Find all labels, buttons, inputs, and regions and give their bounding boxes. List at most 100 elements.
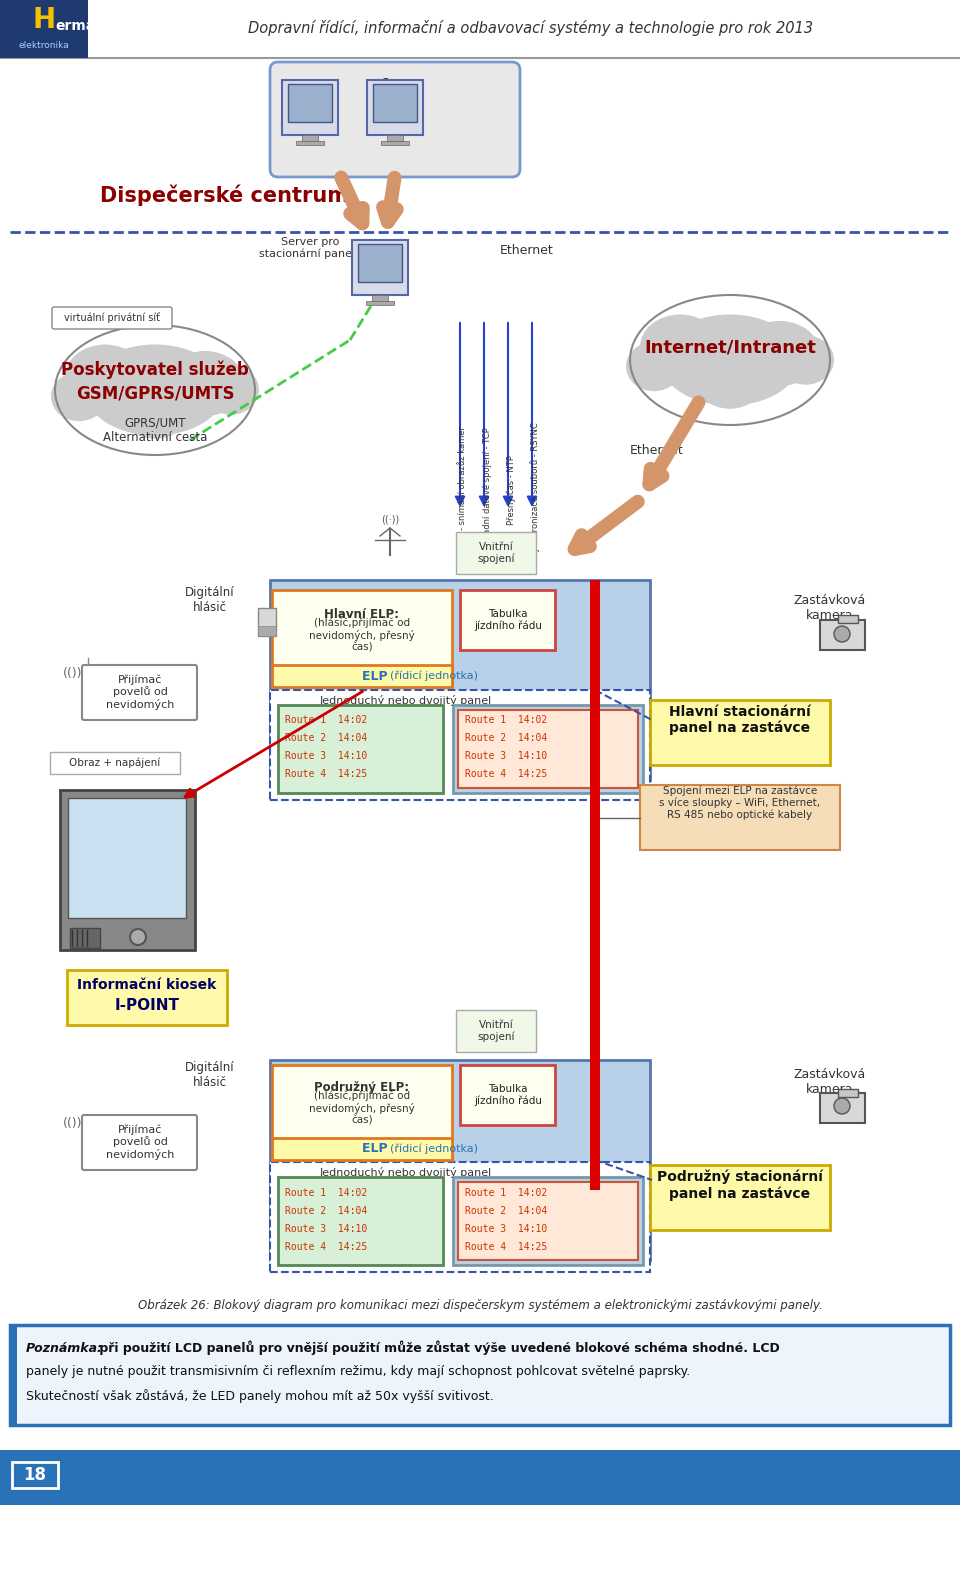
Ellipse shape bbox=[660, 314, 800, 406]
Text: Poskytovatel služeb: Poskytovatel služeb bbox=[61, 360, 249, 379]
FancyBboxPatch shape bbox=[456, 1011, 536, 1052]
Text: (hlásič,přijímač od
nevidomých, přesný
čas): (hlásič,přijímač od nevidomých, přesný č… bbox=[309, 1091, 415, 1126]
Text: erman: erman bbox=[55, 19, 106, 33]
FancyBboxPatch shape bbox=[68, 797, 186, 917]
FancyBboxPatch shape bbox=[278, 1176, 443, 1265]
Text: Dopravní řídící, informační a odbavovací systémy a technologie pro rok 2013: Dopravní řídící, informační a odbavovací… bbox=[248, 21, 812, 36]
FancyBboxPatch shape bbox=[456, 532, 536, 575]
Text: H: H bbox=[33, 6, 56, 35]
Text: ELP: ELP bbox=[362, 669, 392, 682]
FancyBboxPatch shape bbox=[270, 579, 650, 780]
Ellipse shape bbox=[640, 314, 720, 379]
Text: Synchronizace souborů - RSYNC: Synchronizace souborů - RSYNC bbox=[530, 423, 540, 557]
FancyBboxPatch shape bbox=[820, 621, 865, 651]
Text: Route 4  14:25: Route 4 14:25 bbox=[285, 769, 368, 778]
Text: 18: 18 bbox=[23, 1465, 46, 1484]
Text: Route 1  14:02: Route 1 14:02 bbox=[285, 715, 368, 725]
Ellipse shape bbox=[695, 351, 765, 409]
Text: LCD 12" +
touch screen: LCD 12" + touch screen bbox=[83, 856, 174, 884]
FancyBboxPatch shape bbox=[272, 665, 452, 687]
Text: Server
polohy
vozidel: Server polohy vozidel bbox=[380, 77, 420, 114]
FancyBboxPatch shape bbox=[366, 302, 394, 305]
Text: Jednoduchý nebo dvojitý panel: Jednoduchý nebo dvojitý panel bbox=[320, 1167, 492, 1178]
Text: Route 2  14:04: Route 2 14:04 bbox=[285, 1206, 368, 1216]
Ellipse shape bbox=[51, 371, 107, 422]
Text: Zastávková
kamera: Zastávková kamera bbox=[794, 594, 866, 622]
FancyBboxPatch shape bbox=[288, 84, 332, 122]
Text: Route 2  14:04: Route 2 14:04 bbox=[285, 733, 368, 744]
FancyBboxPatch shape bbox=[270, 1162, 650, 1273]
FancyBboxPatch shape bbox=[12, 1462, 58, 1487]
FancyBboxPatch shape bbox=[270, 62, 520, 177]
FancyBboxPatch shape bbox=[82, 1115, 197, 1170]
Text: (řídicí jednotka): (řídicí jednotka) bbox=[390, 1143, 478, 1154]
Text: Přesný čas - NTP: Přesný čas - NTP bbox=[506, 455, 516, 524]
FancyBboxPatch shape bbox=[270, 690, 650, 801]
FancyBboxPatch shape bbox=[460, 591, 555, 651]
Ellipse shape bbox=[740, 321, 820, 385]
Text: Vnitřní
spojení: Vnitřní spojení bbox=[477, 542, 515, 564]
FancyBboxPatch shape bbox=[50, 752, 180, 774]
FancyBboxPatch shape bbox=[453, 704, 643, 793]
FancyBboxPatch shape bbox=[10, 1325, 17, 1424]
FancyBboxPatch shape bbox=[381, 141, 409, 145]
FancyBboxPatch shape bbox=[650, 1165, 830, 1230]
Text: Digitální
hlásič: Digitální hlásič bbox=[185, 586, 235, 614]
Text: Jednoduchý nebo dvojitý panel: Jednoduchý nebo dvojitý panel bbox=[320, 695, 492, 706]
Text: HTTP - snímání obrazůz kamer: HTTP - snímání obrazůz kamer bbox=[458, 426, 467, 554]
FancyBboxPatch shape bbox=[258, 625, 276, 636]
Text: Ethernet: Ethernet bbox=[630, 444, 684, 456]
Text: Spojení mezi ELP na zastávce
s více sloupky – WiFi, Ethernet,
RS 485 nebo optick: Spojení mezi ELP na zastávce s více slou… bbox=[660, 785, 821, 821]
FancyBboxPatch shape bbox=[67, 970, 227, 1025]
Text: Route 3  14:10: Route 3 14:10 bbox=[285, 1224, 368, 1235]
Text: Přijímač
povelů od
nevidomých: Přijímač povelů od nevidomých bbox=[106, 674, 174, 711]
Text: server
jízdních
řádů: server jízdních řádů bbox=[289, 77, 331, 115]
FancyBboxPatch shape bbox=[302, 134, 318, 141]
Ellipse shape bbox=[834, 1097, 850, 1115]
FancyBboxPatch shape bbox=[278, 704, 443, 793]
Text: při použití LCD panelů pro vnější použití může zůstat výše uvedené blokové schém: při použití LCD panelů pro vnější použit… bbox=[95, 1341, 780, 1355]
Ellipse shape bbox=[626, 341, 682, 392]
Text: Route 2  14:04: Route 2 14:04 bbox=[465, 1206, 547, 1216]
FancyBboxPatch shape bbox=[367, 81, 423, 134]
Ellipse shape bbox=[120, 381, 190, 439]
Text: Tabulka
jízdního řádu: Tabulka jízdního řádu bbox=[474, 609, 542, 632]
FancyBboxPatch shape bbox=[0, 0, 960, 58]
Text: Server pro
stacionární panely: Server pro stacionární panely bbox=[258, 237, 361, 259]
Text: (řídicí jednotka): (řídicí jednotka) bbox=[390, 671, 478, 681]
FancyBboxPatch shape bbox=[373, 84, 417, 122]
Text: Route 3  14:10: Route 3 14:10 bbox=[465, 1224, 547, 1235]
FancyBboxPatch shape bbox=[272, 1138, 452, 1161]
FancyBboxPatch shape bbox=[60, 790, 195, 951]
Text: Dispečerské centrum: Dispečerské centrum bbox=[100, 185, 349, 205]
FancyBboxPatch shape bbox=[453, 1176, 643, 1265]
Text: panely je nutné použit transmisivním či reflexním režimu, kdy mají schopnost poh: panely je nutné použit transmisivním či … bbox=[26, 1366, 690, 1378]
FancyBboxPatch shape bbox=[650, 699, 830, 764]
FancyBboxPatch shape bbox=[838, 614, 858, 624]
Text: elektronika: elektronika bbox=[18, 41, 69, 51]
FancyBboxPatch shape bbox=[52, 306, 172, 328]
FancyBboxPatch shape bbox=[590, 579, 600, 1191]
Text: Internet/Intranet: Internet/Intranet bbox=[644, 339, 816, 357]
Text: Tabulka
jízdního řádu: Tabulka jízdního řádu bbox=[474, 1083, 542, 1107]
FancyBboxPatch shape bbox=[352, 240, 408, 295]
FancyBboxPatch shape bbox=[458, 711, 638, 788]
FancyBboxPatch shape bbox=[272, 591, 452, 685]
Text: Route 3  14:10: Route 3 14:10 bbox=[285, 752, 368, 761]
Text: Route 1  14:02: Route 1 14:02 bbox=[465, 1187, 547, 1198]
Text: (hlásič,přijímač od
nevidomých, přesný
čas): (hlásič,přijímač od nevidomých, přesný č… bbox=[309, 617, 415, 652]
Ellipse shape bbox=[203, 365, 259, 415]
Ellipse shape bbox=[834, 625, 850, 643]
Text: Route 3  14:10: Route 3 14:10 bbox=[465, 752, 547, 761]
FancyBboxPatch shape bbox=[70, 928, 100, 947]
Ellipse shape bbox=[165, 351, 245, 415]
FancyBboxPatch shape bbox=[372, 295, 388, 302]
Text: (())): (())) bbox=[62, 666, 87, 679]
Text: Obraz + napájení: Obraz + napájení bbox=[69, 758, 160, 769]
Text: virtuální privátní síť: virtuální privátní síť bbox=[64, 313, 160, 324]
Text: Obrázek 26: Blokový diagram pro komunikaci mezi dispečerskym systémem a elektron: Obrázek 26: Blokový diagram pro komunika… bbox=[137, 1298, 823, 1312]
FancyBboxPatch shape bbox=[82, 665, 197, 720]
FancyBboxPatch shape bbox=[820, 1093, 865, 1123]
Text: GPRS/UMT
Alternativní cesta: GPRS/UMT Alternativní cesta bbox=[103, 415, 207, 444]
FancyBboxPatch shape bbox=[838, 1090, 858, 1097]
